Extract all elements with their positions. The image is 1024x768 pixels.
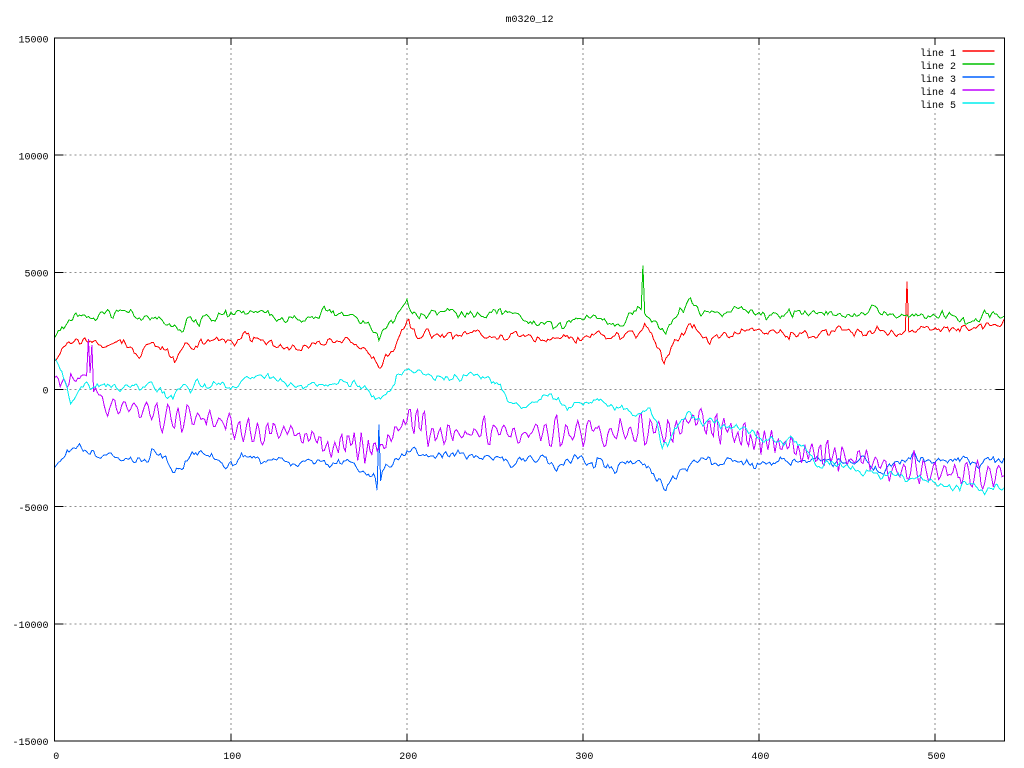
svg-text:-10000: -10000	[12, 621, 48, 632]
svg-text:15000: 15000	[18, 35, 48, 46]
svg-text:line 5: line 5	[920, 100, 956, 112]
svg-text:line 4: line 4	[920, 87, 956, 99]
svg-text:5000: 5000	[24, 270, 48, 281]
svg-text:0: 0	[42, 387, 48, 398]
svg-text:-15000: -15000	[12, 738, 48, 749]
svg-text:line 2: line 2	[920, 61, 956, 73]
svg-text:-5000: -5000	[18, 504, 48, 515]
svg-text:m0320_12: m0320_12	[505, 15, 553, 26]
svg-text:300: 300	[575, 752, 593, 763]
svg-text:10000: 10000	[18, 152, 48, 163]
svg-text:200: 200	[399, 752, 417, 763]
svg-text:100: 100	[223, 752, 241, 763]
svg-text:line 1: line 1	[920, 48, 956, 60]
svg-text:500: 500	[927, 752, 945, 763]
svg-text:400: 400	[751, 752, 769, 763]
svg-text:line 3: line 3	[920, 74, 956, 86]
svg-text:0: 0	[53, 752, 59, 763]
